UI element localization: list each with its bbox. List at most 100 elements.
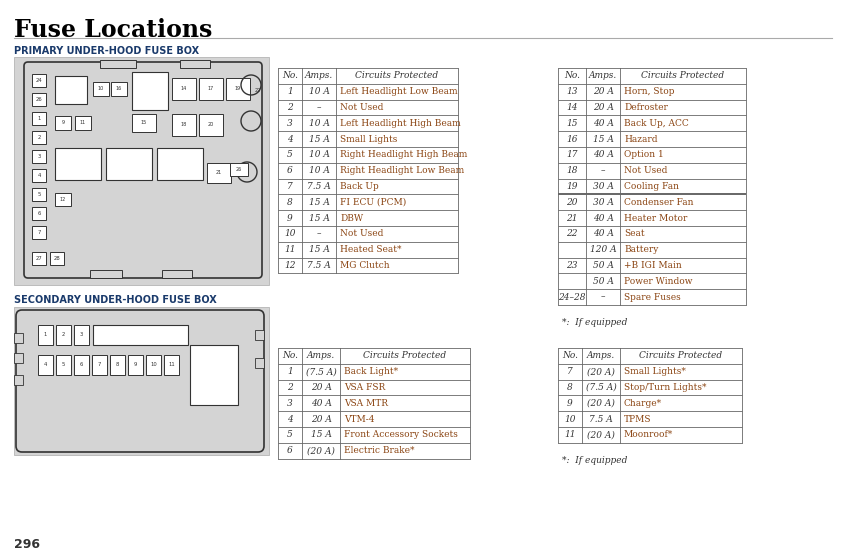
Bar [207, 163, 231, 183]
Bar [32, 188, 46, 201]
Text: 11: 11 [284, 245, 296, 254]
Text: 22: 22 [255, 88, 261, 94]
Text: 20 A: 20 A [592, 103, 613, 112]
Text: Condenser Fan: Condenser Fan [624, 198, 694, 207]
Text: 9: 9 [287, 214, 293, 222]
Text: 2: 2 [62, 333, 65, 338]
Text: SECONDARY UNDER-HOOD FUSE BOX: SECONDARY UNDER-HOOD FUSE BOX [14, 295, 217, 305]
Text: 11: 11 [564, 430, 576, 439]
Bar [255, 330, 264, 340]
Text: 120 A: 120 A [590, 245, 617, 254]
Bar [110, 355, 125, 375]
Text: 40 A: 40 A [592, 150, 613, 159]
Text: –: – [601, 293, 605, 301]
Text: Small Lights: Small Lights [340, 135, 398, 144]
Bar [32, 252, 46, 265]
Text: 10: 10 [284, 230, 296, 238]
Text: (7.5 A): (7.5 A) [305, 367, 337, 376]
Text: 14: 14 [566, 103, 578, 112]
Bar [164, 355, 179, 375]
Bar [93, 325, 188, 345]
Text: 7.5 A: 7.5 A [307, 261, 331, 270]
Text: Not Used: Not Used [624, 166, 667, 175]
Text: 5: 5 [287, 150, 293, 159]
Bar [199, 114, 223, 136]
Bar [132, 114, 156, 132]
Text: 2: 2 [287, 383, 293, 392]
Text: 10: 10 [564, 415, 576, 424]
Text: 5: 5 [37, 192, 41, 197]
Bar [74, 325, 89, 345]
Text: Amps.: Amps. [589, 71, 617, 81]
Text: 40 A: 40 A [592, 230, 613, 238]
Text: 30 A: 30 A [592, 198, 613, 207]
Text: DBW: DBW [340, 214, 363, 222]
Bar [14, 57, 269, 285]
Bar [32, 226, 46, 239]
Bar [56, 355, 71, 375]
Text: –: – [316, 103, 321, 112]
Text: No.: No. [562, 351, 578, 361]
Text: 3: 3 [287, 399, 293, 408]
Text: Fuse Locations: Fuse Locations [14, 18, 212, 42]
Bar [162, 270, 192, 278]
Text: 17: 17 [208, 87, 214, 92]
Bar [132, 72, 168, 110]
Text: 6: 6 [80, 362, 83, 368]
Bar [230, 163, 248, 176]
Text: VSA MTR: VSA MTR [344, 399, 388, 408]
Text: 7.5 A: 7.5 A [589, 415, 613, 424]
Bar [128, 355, 143, 375]
Text: Back Up, ACC: Back Up, ACC [624, 119, 689, 128]
Text: 28: 28 [53, 256, 60, 261]
Text: 4: 4 [287, 135, 293, 144]
Bar [92, 355, 107, 375]
Text: 5: 5 [62, 362, 65, 368]
Text: 40 A: 40 A [592, 214, 613, 222]
Text: MG Clutch: MG Clutch [340, 261, 390, 270]
Text: 10: 10 [98, 87, 104, 92]
Bar [190, 345, 238, 405]
Text: 20 A: 20 A [310, 415, 332, 424]
Text: Circuits Protected: Circuits Protected [364, 351, 447, 361]
Bar [106, 148, 152, 180]
Bar [50, 252, 64, 265]
Text: 26: 26 [36, 97, 42, 102]
Text: 13: 13 [566, 87, 578, 96]
Text: 10 A: 10 A [309, 119, 329, 128]
Text: 22: 22 [566, 230, 578, 238]
Text: 11: 11 [168, 362, 175, 368]
Bar [93, 82, 109, 96]
Bar [14, 375, 23, 385]
Text: 23: 23 [566, 261, 578, 270]
Text: 1: 1 [44, 333, 47, 338]
Text: Circuits Protected: Circuits Protected [641, 71, 724, 81]
Text: –: – [601, 166, 605, 175]
Bar [55, 116, 71, 130]
Bar [55, 148, 101, 180]
Text: Option 1: Option 1 [624, 150, 664, 159]
Text: *:  If equipped: *: If equipped [562, 455, 628, 465]
Bar [199, 78, 223, 100]
Text: Not Used: Not Used [340, 103, 383, 112]
Bar [32, 207, 46, 220]
Text: Left Headlight High Beam: Left Headlight High Beam [340, 119, 461, 128]
Text: 24: 24 [36, 78, 42, 83]
Text: (20 A): (20 A) [587, 430, 615, 439]
Bar [38, 355, 53, 375]
Text: 4: 4 [287, 415, 293, 424]
Text: 19: 19 [235, 87, 241, 92]
Text: +B IGI Main: +B IGI Main [624, 261, 682, 270]
Text: No.: No. [282, 71, 298, 81]
Text: TPMS: TPMS [624, 415, 651, 424]
Bar [180, 60, 210, 68]
Text: 1: 1 [287, 367, 293, 376]
Text: (20 A): (20 A) [307, 446, 335, 455]
Text: 2: 2 [287, 103, 293, 112]
Text: Back Up: Back Up [340, 182, 379, 191]
Text: (7.5 A): (7.5 A) [585, 383, 617, 392]
Bar [56, 325, 71, 345]
Text: 15 A: 15 A [309, 135, 329, 144]
Text: 7: 7 [37, 230, 41, 235]
Text: Heater Motor: Heater Motor [624, 214, 687, 222]
